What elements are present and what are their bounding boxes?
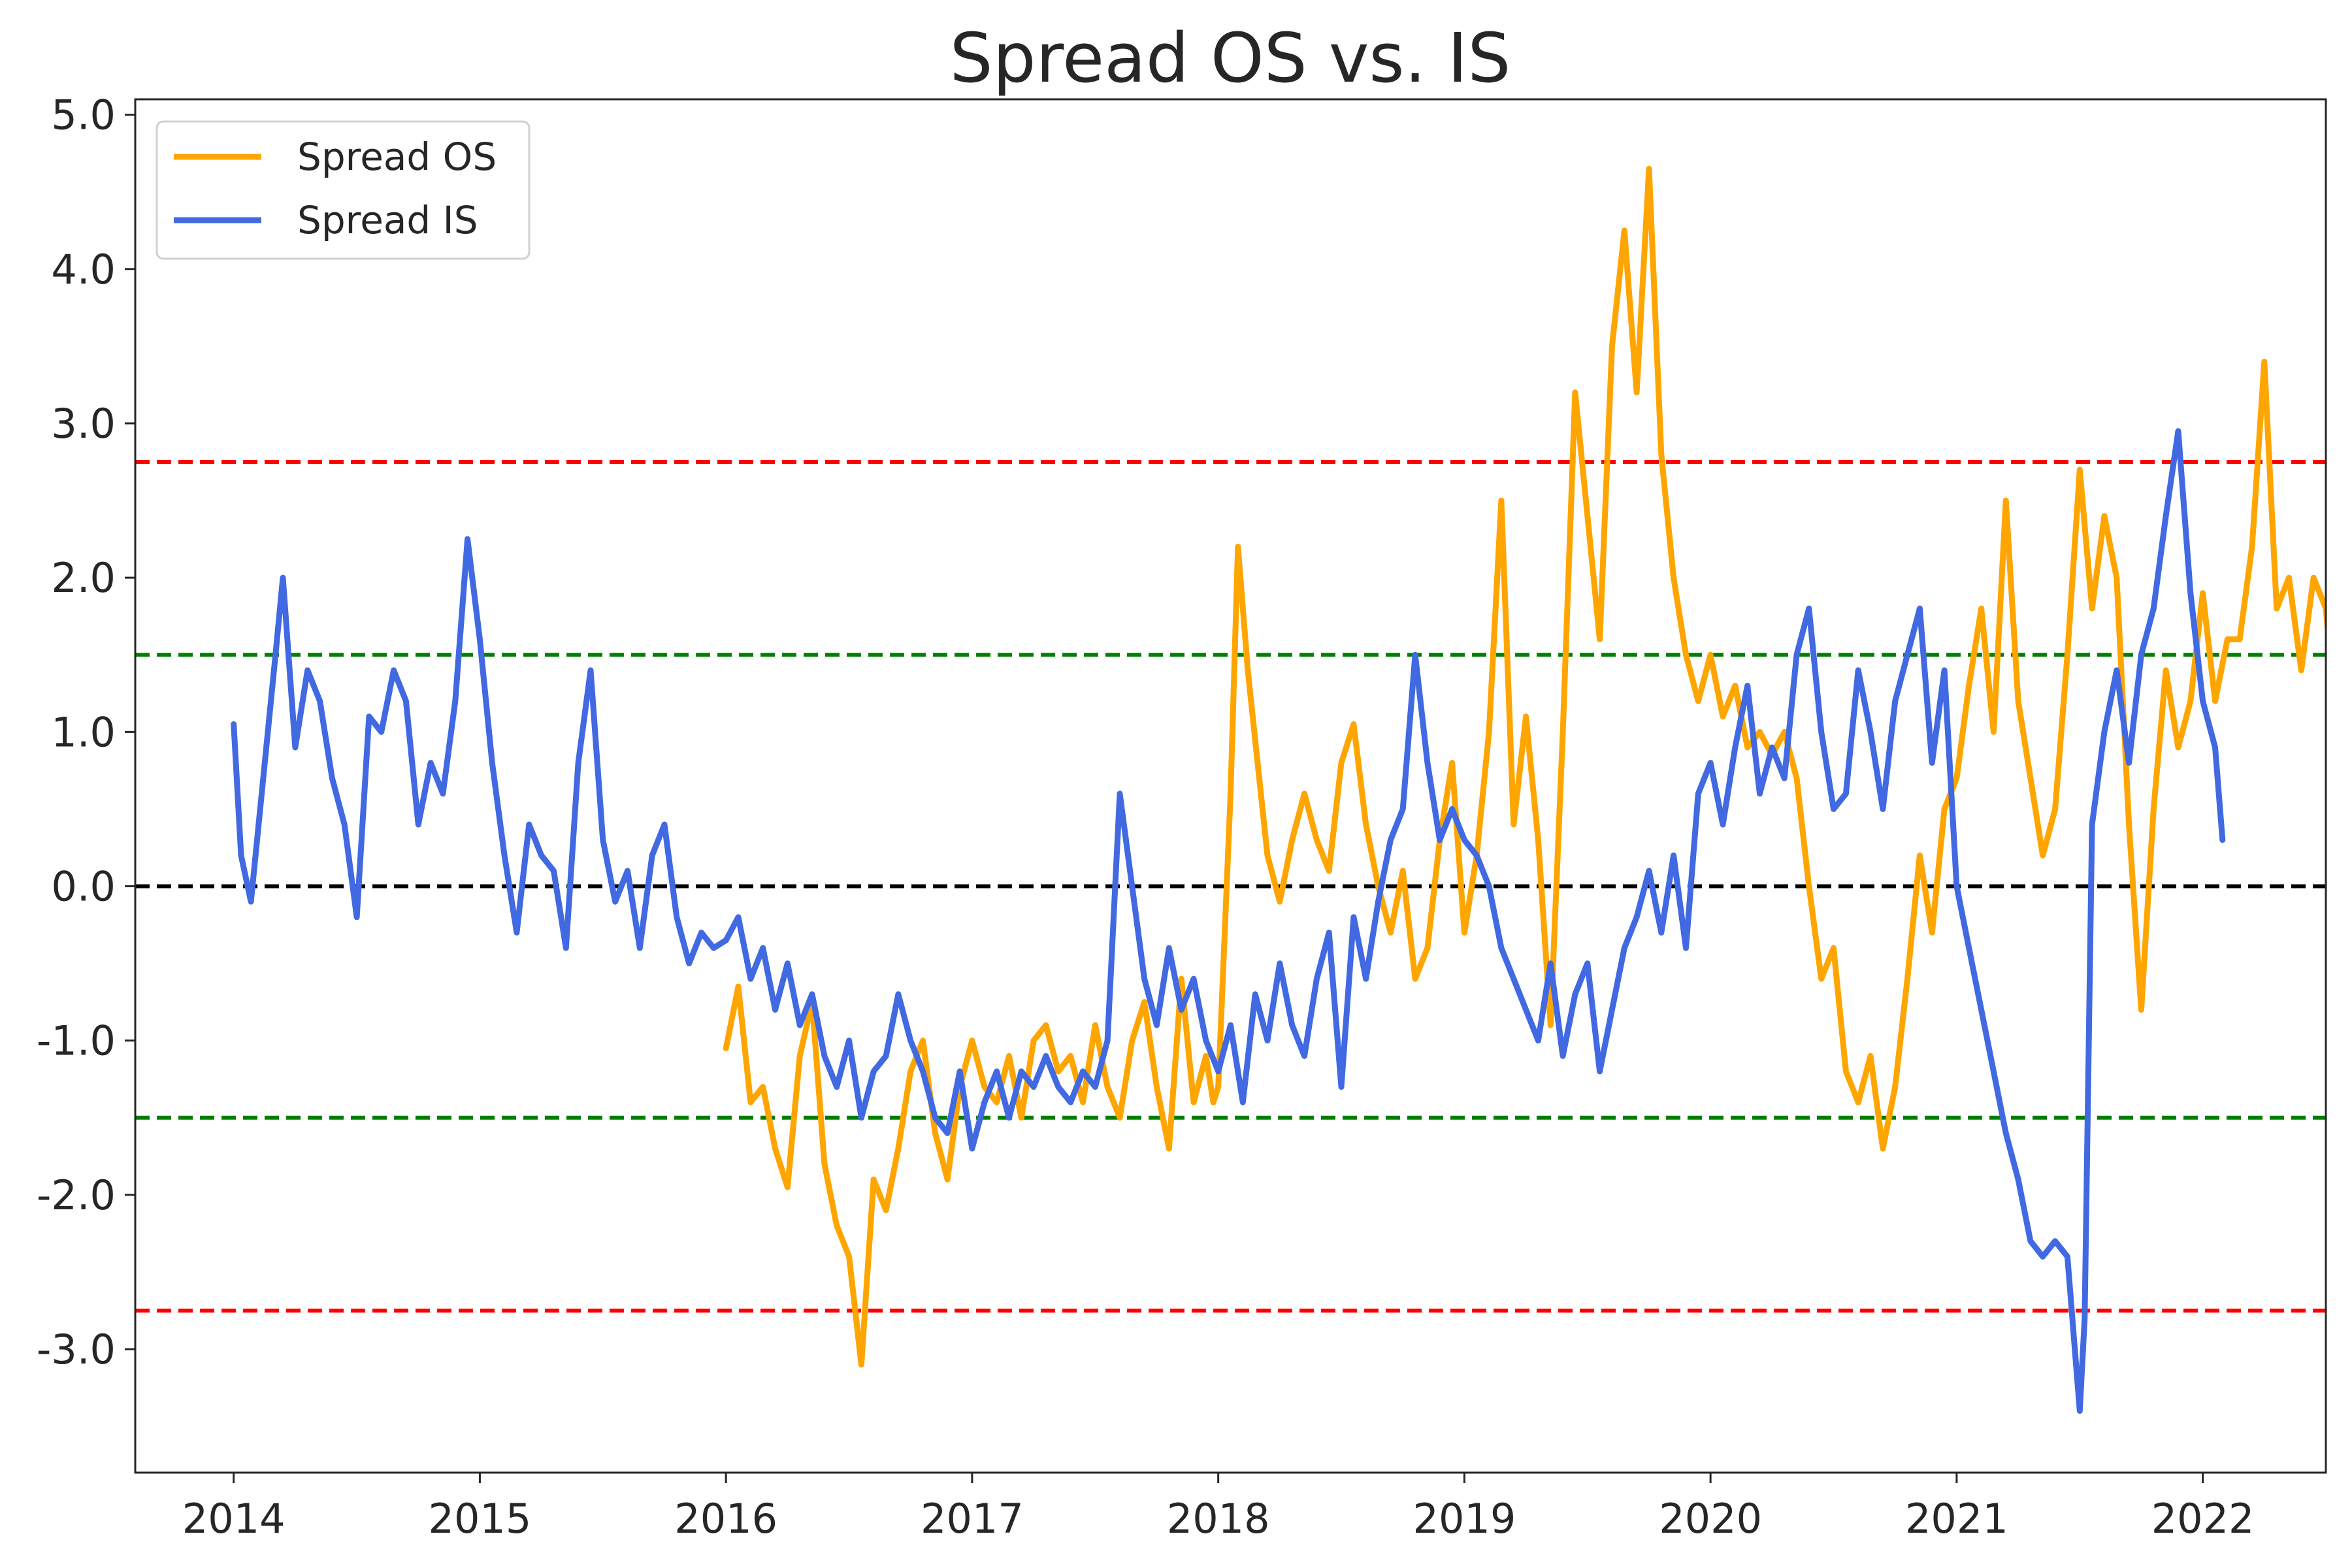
x-tick-label: 2016 xyxy=(674,1495,777,1543)
series-line-1 xyxy=(231,428,2226,1414)
y-axis: -3.0 -2.0 -1.0 0.0 1.0 2.0 3.0 4.0 5.0 xyxy=(37,91,135,1373)
x-tick-label: 2019 xyxy=(1413,1495,1516,1543)
x-tick-label: 2014 xyxy=(182,1495,286,1543)
legend-label-0: Spread OS xyxy=(297,135,497,179)
y-tick-label: -1.0 xyxy=(37,1017,116,1065)
y-tick-label: 5.0 xyxy=(51,91,116,139)
plot-area-frame xyxy=(134,98,2327,1474)
y-tick-label: 0.0 xyxy=(51,863,116,911)
y-tick-label: 3.0 xyxy=(51,400,116,448)
y-tick-label: -3.0 xyxy=(37,1326,116,1373)
x-tick-label: 2021 xyxy=(1905,1495,2008,1543)
x-tick-label: 2017 xyxy=(921,1495,1024,1543)
x-tick-label: 2020 xyxy=(1659,1495,1762,1543)
x-tick-label: 2022 xyxy=(2151,1495,2255,1543)
y-tick-label: 4.0 xyxy=(51,246,116,293)
y-tick-label: -2.0 xyxy=(37,1171,116,1219)
x-axis: 2014 2015 2016 2017 2018 2019 2020 2021 2022 xyxy=(182,1473,2255,1543)
legend-label-1: Spread IS xyxy=(297,198,478,242)
series-layer xyxy=(231,165,2326,1414)
chart-title: Spread OS vs. IS xyxy=(950,18,1511,98)
y-tick-label: 2.0 xyxy=(51,554,116,602)
x-tick-label: 2018 xyxy=(1167,1495,1270,1543)
x-tick-label: 2015 xyxy=(429,1495,532,1543)
legend: Spread OS Spread IS xyxy=(155,120,531,260)
y-tick-label: 1.0 xyxy=(51,708,116,756)
